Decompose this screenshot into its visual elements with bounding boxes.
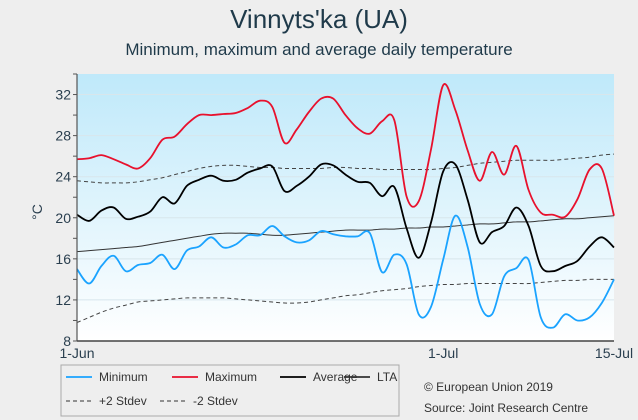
x-tick-label: 1-Jul (428, 345, 458, 361)
series-line-minus-2-stdev (76, 278, 614, 323)
series-line-lta (76, 215, 615, 253)
legend-label: Average (313, 370, 358, 384)
chart-title: Vinnyts'ka (UA) (230, 4, 408, 34)
legend-label: Maximum (205, 370, 257, 384)
y-tick-label: 28 (55, 128, 71, 144)
copyright-text: © European Union 2019 (424, 380, 553, 394)
legend-label: LTA (377, 370, 397, 384)
y-tick-label: 32 (55, 87, 71, 103)
y-tick-label: 24 (55, 169, 71, 185)
y-tick-label: 16 (55, 251, 71, 267)
series-line-minimum (76, 214, 615, 329)
source-text: Source: Joint Research Centre (424, 401, 588, 415)
y-axis-label: °C (29, 204, 45, 220)
y-tick-label: 8 (63, 333, 71, 349)
series-line-maximum (76, 83, 615, 219)
x-tick-label: 1-Jun (59, 345, 94, 361)
series-line-plus-2-stdev (76, 153, 615, 184)
legend-label: +2 Stdev (99, 394, 147, 408)
plot-area (77, 74, 614, 341)
chart-subtitle: Minimum, maximum and average daily tempe… (125, 40, 512, 59)
y-tick-label: 20 (55, 210, 71, 226)
legend (60, 364, 400, 417)
series-line-average (76, 161, 615, 273)
x-tick-label: 15-Jul (595, 345, 633, 361)
y-tick-label: 12 (55, 292, 71, 308)
legend-label: Minimum (99, 370, 148, 384)
legend-label: -2 Stdev (193, 394, 238, 408)
